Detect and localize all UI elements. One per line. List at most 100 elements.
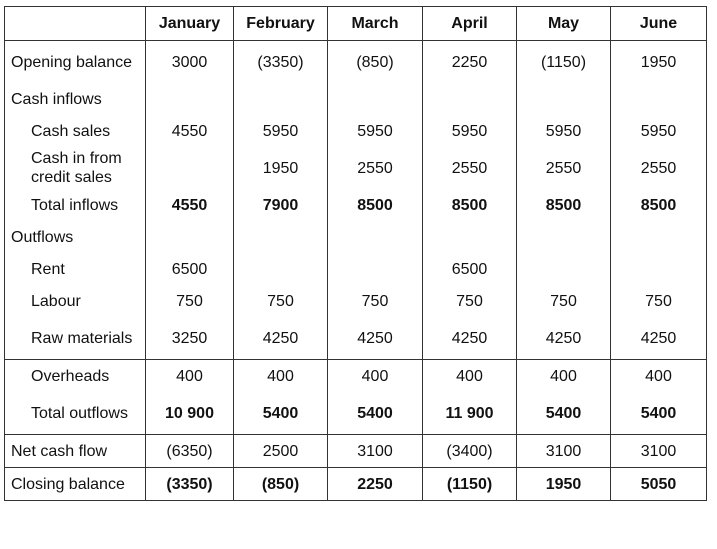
column-header-may: May (516, 6, 611, 41)
cell-march: 4250 (327, 317, 423, 360)
cell-march: 5400 (327, 392, 423, 435)
cell-march (327, 83, 423, 115)
cell-april: 6500 (422, 253, 517, 285)
cell-may: 400 (516, 359, 611, 392)
cell-april: 4250 (422, 317, 517, 360)
cell-june: 5400 (610, 392, 707, 435)
cell-june: 2550 (610, 147, 707, 189)
cell-january: 10 900 (145, 392, 234, 435)
row-label: Closing balance (4, 467, 146, 501)
cell-april: 2250 (422, 40, 517, 83)
cell-january: 4550 (145, 115, 234, 147)
row-cash-in-from-credit-sales: Cash in from credit sales 1950 2550 2550… (4, 147, 707, 189)
cell-february: 4250 (233, 317, 328, 360)
cell-march: 400 (327, 359, 423, 392)
cell-february (233, 83, 328, 115)
cell-may: (1150) (516, 40, 611, 83)
row-total-inflows: Total inflows 4550 7900 8500 8500 8500 8… (4, 189, 707, 221)
cell-january: 4550 (145, 189, 234, 221)
row-label: Total inflows (4, 189, 146, 221)
row-rent: Rent 6500 6500 (4, 253, 707, 285)
cell-february: 750 (233, 285, 328, 317)
cell-march (327, 221, 423, 253)
cell-may: 8500 (516, 189, 611, 221)
cell-april: (3400) (422, 434, 517, 468)
row-raw-materials: Raw materials 3250 4250 4250 4250 4250 4… (4, 317, 707, 360)
row-label: Net cash flow (4, 434, 146, 468)
cell-january: (3350) (145, 467, 234, 501)
column-header-february: February (233, 6, 328, 41)
column-header-march: March (327, 6, 423, 41)
cell-may: 4250 (516, 317, 611, 360)
cell-may (516, 253, 611, 285)
cell-march: 8500 (327, 189, 423, 221)
row-label: Opening balance (4, 40, 146, 83)
cell-may: 750 (516, 285, 611, 317)
cell-march: 2550 (327, 147, 423, 189)
row-outflows: Outflows (4, 221, 707, 253)
row-overheads: Overheads 400 400 400 400 400 400 (4, 359, 707, 392)
row-label: Labour (4, 285, 146, 317)
row-net-cash-flow: Net cash flow (6350) 2500 3100 (3400) 31… (4, 434, 707, 468)
cell-march: 3100 (327, 434, 423, 468)
row-opening-balance: Opening balance 3000 (3350) (850) 2250 (… (4, 40, 707, 83)
row-labour: Labour 750 750 750 750 750 750 (4, 285, 707, 317)
cell-january: 750 (145, 285, 234, 317)
cell-january: (6350) (145, 434, 234, 468)
cell-january (145, 147, 234, 189)
cell-february: 7900 (233, 189, 328, 221)
cell-june (610, 253, 707, 285)
row-label: Overheads (4, 359, 146, 392)
cell-february: 400 (233, 359, 328, 392)
column-header-label (4, 6, 146, 41)
cell-june (610, 221, 707, 253)
row-cash-sales: Cash sales 4550 5950 5950 5950 5950 5950 (4, 115, 707, 147)
cell-january: 400 (145, 359, 234, 392)
row-label: Raw materials (4, 317, 146, 360)
cell-march: 2250 (327, 467, 423, 501)
cell-february: (850) (233, 467, 328, 501)
column-header-april: April (422, 6, 517, 41)
cell-february: 5400 (233, 392, 328, 435)
row-cash-inflows: Cash inflows (4, 83, 707, 115)
row-label: Outflows (4, 221, 146, 253)
cell-april: 2550 (422, 147, 517, 189)
row-total-outflows: Total outflows 10 900 5400 5400 11 900 5… (4, 392, 707, 435)
cell-may: 5400 (516, 392, 611, 435)
row-label: Cash inflows (4, 83, 146, 115)
cell-may (516, 221, 611, 253)
cell-february (233, 221, 328, 253)
cell-april: 750 (422, 285, 517, 317)
cell-april: 8500 (422, 189, 517, 221)
cell-june: 1950 (610, 40, 707, 83)
cell-june: 400 (610, 359, 707, 392)
cell-june: 3100 (610, 434, 707, 468)
cell-february: (3350) (233, 40, 328, 83)
cell-march: 750 (327, 285, 423, 317)
cell-june: 750 (610, 285, 707, 317)
row-closing-balance: Closing balance (3350) (850) 2250 (1150)… (4, 467, 707, 501)
cell-april: 5950 (422, 115, 517, 147)
cell-march: 5950 (327, 115, 423, 147)
cell-april: (1150) (422, 467, 517, 501)
cell-february: 2500 (233, 434, 328, 468)
cell-june: 4250 (610, 317, 707, 360)
cell-may: 1950 (516, 467, 611, 501)
cell-june: 5950 (610, 115, 707, 147)
cell-april (422, 221, 517, 253)
cell-january (145, 83, 234, 115)
cell-february: 1950 (233, 147, 328, 189)
cell-april (422, 83, 517, 115)
cell-march (327, 253, 423, 285)
cell-june: 8500 (610, 189, 707, 221)
row-label: Cash sales (4, 115, 146, 147)
row-label: Cash in from credit sales (4, 147, 146, 189)
row-label: Rent (4, 253, 146, 285)
cell-may (516, 83, 611, 115)
cell-february: 5950 (233, 115, 328, 147)
cell-january: 3000 (145, 40, 234, 83)
cell-june: 5050 (610, 467, 707, 501)
cell-may: 2550 (516, 147, 611, 189)
cell-january: 6500 (145, 253, 234, 285)
